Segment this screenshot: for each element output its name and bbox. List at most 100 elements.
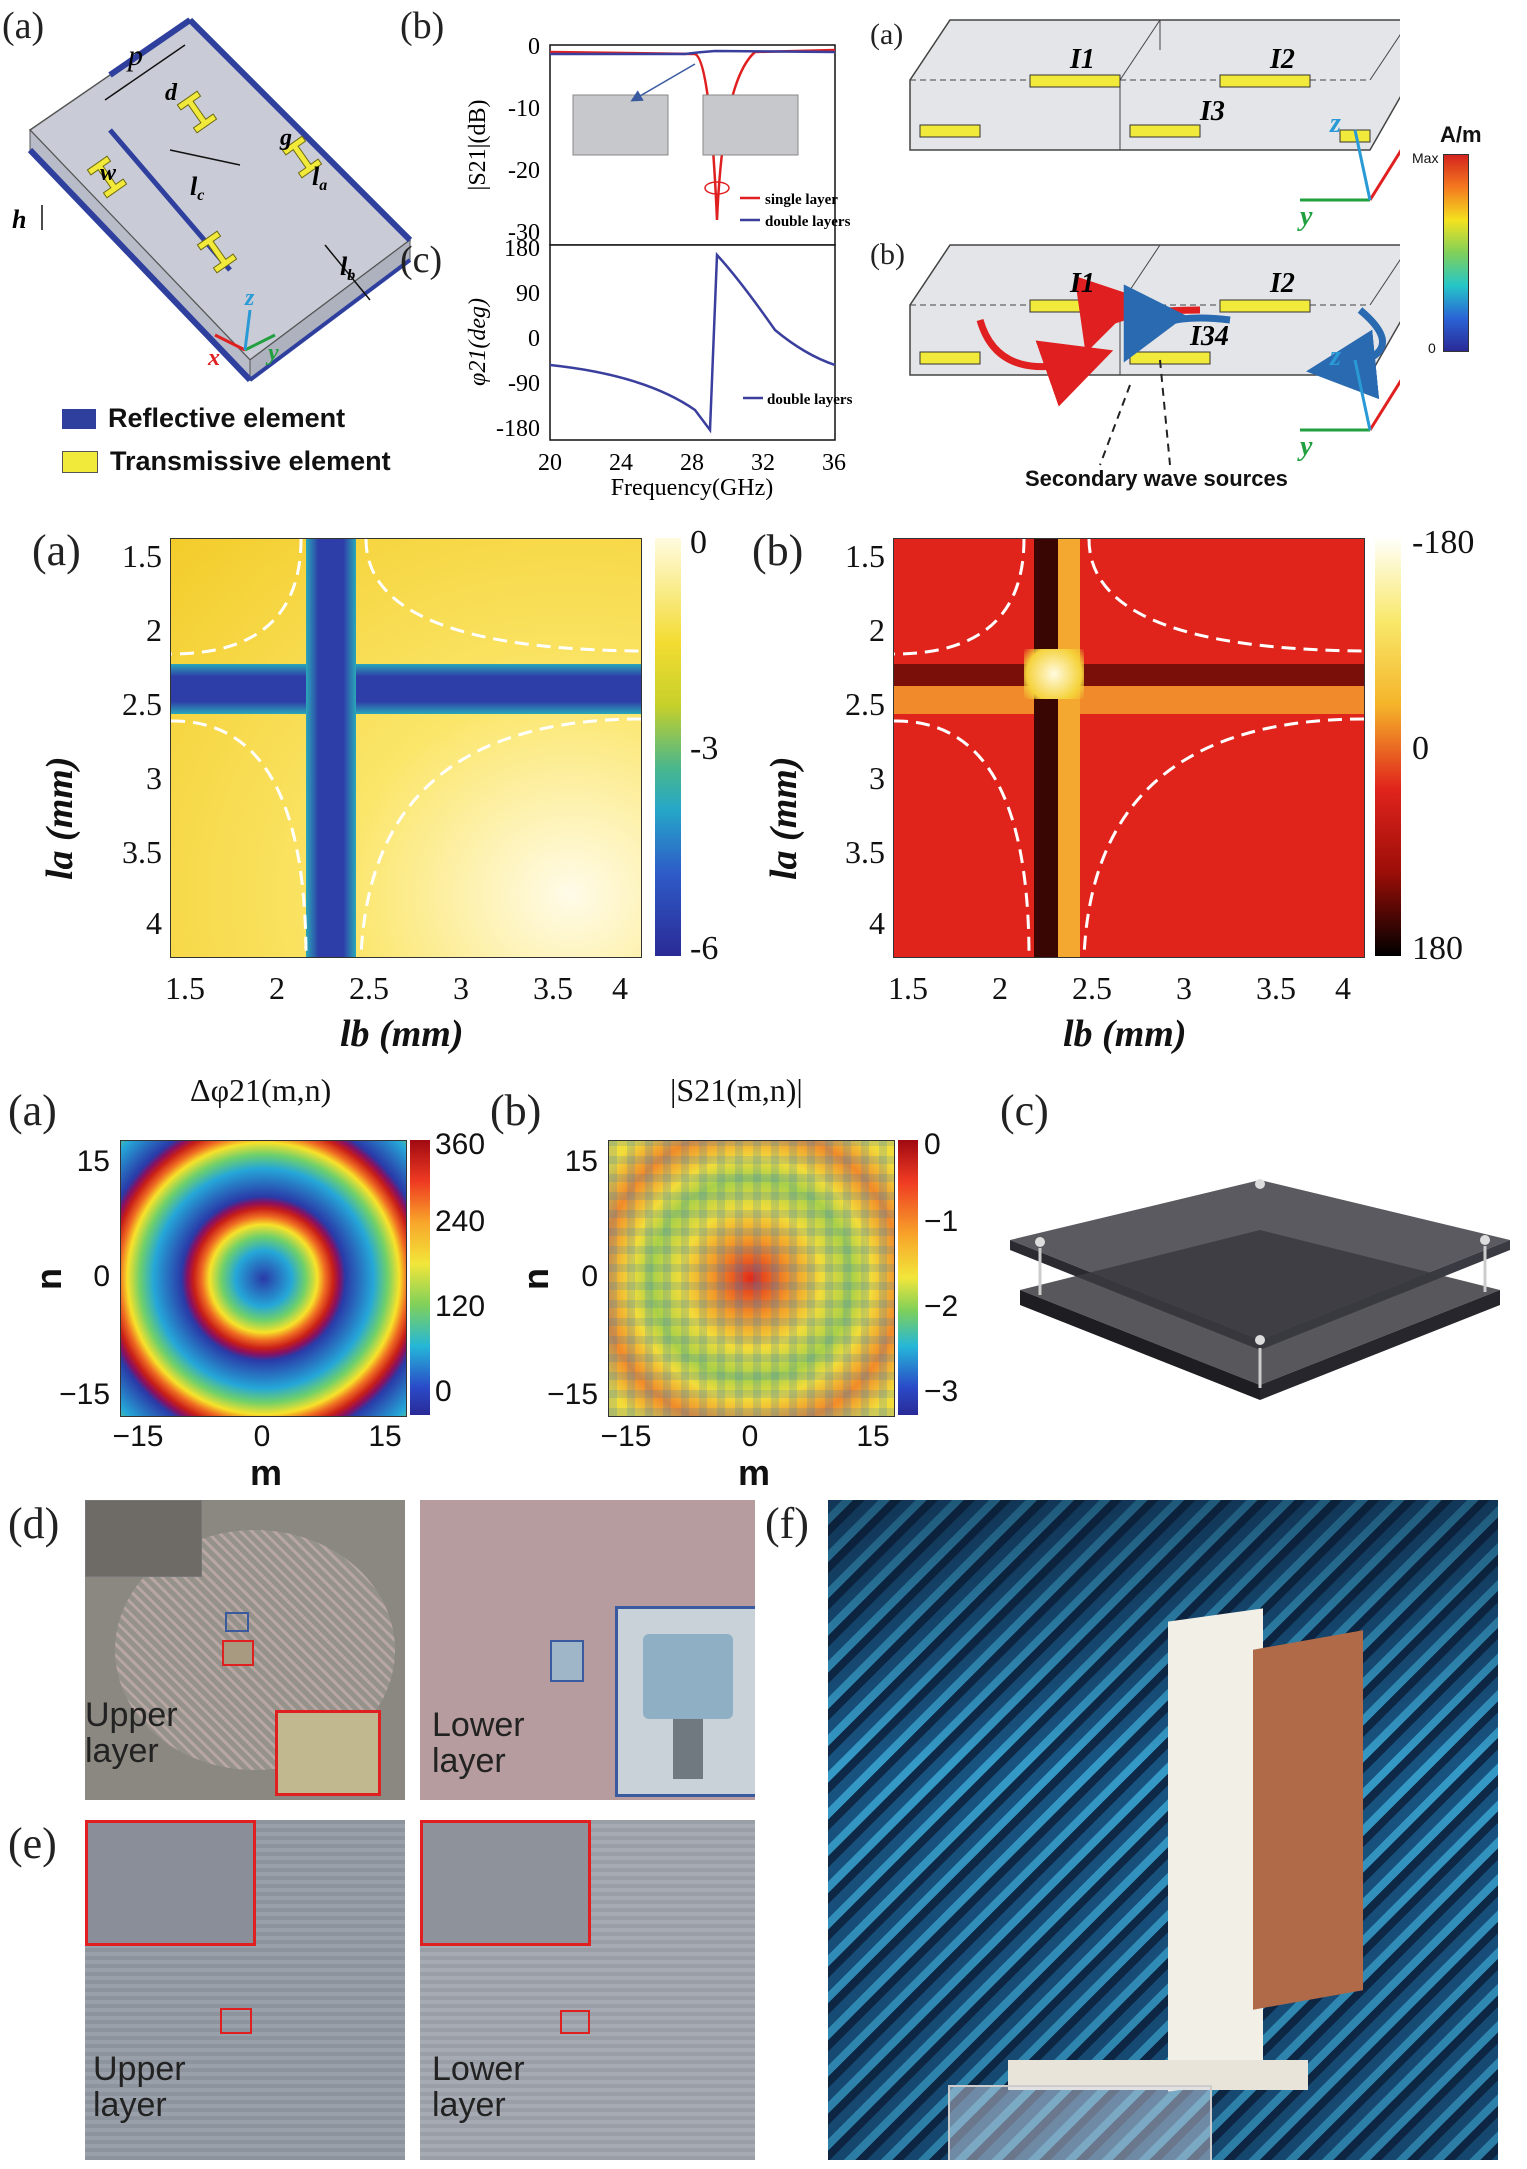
photo-f-antenna <box>1253 1630 1363 2010</box>
photo-e-upper: Upper layer <box>85 1820 405 2160</box>
phase-dist-ylabel: n <box>28 1268 69 1290</box>
current-a-axis-z: z <box>1329 108 1341 139</box>
current-panel-b-label: (b) <box>870 238 905 271</box>
phase-dist-title: Δφ21(m,n) <box>190 1072 332 1108</box>
phase-dist-xtick-2: 15 <box>368 1420 402 1453</box>
current-b-axis-z: z <box>1329 341 1341 372</box>
current-b-I34: I34 <box>1189 321 1229 352</box>
s21-legend-single: single layer <box>765 192 838 208</box>
photo-d-lower: Lower layer <box>420 1500 755 1800</box>
fig3-panel-e-label: (e) <box>8 1819 57 1868</box>
current-panel-a-label: (a) <box>870 18 904 51</box>
s21-ytick-3: -30 <box>508 220 540 246</box>
s21-plots: 0 -10 -20 -30 |S21|(dB) single layer dou… <box>465 34 853 500</box>
sweep-b-ytick-1: 2 <box>869 612 885 648</box>
sweep-a-ytick-3: 3 <box>146 760 162 796</box>
s21-ytick-1: -10 <box>508 96 540 122</box>
sweep-b-ytick-0: 1.5 <box>845 538 885 574</box>
dim-g: g <box>279 125 292 151</box>
sweep-b-xtick-3: 3 <box>1176 970 1192 1006</box>
mag-dist-cb-2: −2 <box>924 1290 959 1323</box>
svg-text:lc: lc <box>190 172 204 204</box>
sweep-a-xtick-3: 3 <box>453 970 469 1006</box>
dim-lc-sub: c <box>197 187 204 204</box>
sweep-a-xlabel: lb (mm) <box>340 1013 464 1055</box>
unit-cell-schematic: p d g lc la w h lb x y z <box>12 17 413 383</box>
dim-h: h <box>12 205 26 234</box>
s21-sweep-cb-2: -6 <box>690 930 719 967</box>
current-colorbar <box>1443 154 1469 352</box>
sweep-b-ytick-3: 3 <box>869 760 885 796</box>
current-a-axis-y: y <box>1297 201 1313 232</box>
s21-sweep-colorbar <box>655 538 681 956</box>
inset-double-layer <box>572 94 669 156</box>
photo-d-lower-label: Lower layer <box>432 1706 525 1780</box>
prototype-photo <box>1010 1179 1510 1400</box>
sweep-a-ytick-1: 2 <box>146 612 162 648</box>
sweep-b-xtick-2: 2.5 <box>1072 970 1112 1006</box>
mag-dist-cb-0: 0 <box>924 1128 941 1161</box>
phase-dist-map <box>120 1140 407 1417</box>
sweep-b-xlabel: lb (mm) <box>1063 1013 1187 1055</box>
photo-f-holder <box>1168 1608 1263 2092</box>
phase-dist-cb-3: 0 <box>435 1375 452 1408</box>
phase-sweep-map <box>893 538 1365 958</box>
current-distribution: I1 I2 I3 x y z I1 I2 I34 x y z <box>909 19 1400 466</box>
s21-sweep-cb-1: -3 <box>690 730 719 767</box>
sweep-b-ytick-2: 2.5 <box>845 686 885 722</box>
sweep-b-xtick-0: 1.5 <box>888 970 928 1006</box>
mag-dist-colorbar <box>898 1140 918 1415</box>
s21-sweep-cb-0: 0 <box>690 524 707 561</box>
fig3-panel-d-label: (d) <box>8 1499 60 1548</box>
sweep-a-xtick-5: 4 <box>612 970 628 1006</box>
phase-sweep-cb-2: 180 <box>1412 930 1463 967</box>
current-a-I1: I1 <box>1069 44 1095 75</box>
phase-dist-ytick-2: −15 <box>59 1378 110 1411</box>
legend-transmissive: Transmissive element <box>62 446 391 477</box>
sweep-a-ytick-0: 1.5 <box>122 538 162 574</box>
legend-swatch-transmissive <box>62 450 98 473</box>
photo-d-upper: Upper layer <box>85 1500 405 1800</box>
photo-f-chamber <box>828 1500 1498 2160</box>
phase-xtick-0: 20 <box>538 450 562 476</box>
dim-p: p <box>126 39 143 72</box>
photo-e-lower: Lower layer <box>420 1820 755 2160</box>
svg-text:la: la <box>312 162 327 194</box>
mag-dist-ytick-2: −15 <box>547 1378 598 1411</box>
current-colorbar-min: 0 <box>1428 340 1436 356</box>
current-a-I2: I2 <box>1269 44 1295 75</box>
mag-dist-ytick-0: 15 <box>564 1145 598 1178</box>
fig3-panel-a-label: (a) <box>8 1086 57 1135</box>
phase-dist-xlabel: m <box>250 1452 283 1493</box>
legend-swatch-reflective <box>62 408 96 429</box>
photo-e-upper-label: Upper layer <box>93 2050 186 2124</box>
fig1-panel-c-label: (c) <box>400 239 443 281</box>
phase-dist-colorbar <box>410 1140 430 1415</box>
axis-x: x <box>207 345 220 371</box>
mag-dist-xtick-0: −15 <box>600 1420 652 1453</box>
current-a-I3: I3 <box>1199 96 1225 127</box>
phase-ytick-2: 0 <box>528 326 540 352</box>
sweep-b-xtick-5: 4 <box>1335 970 1351 1006</box>
phase-ytick-3: -90 <box>508 371 540 397</box>
legend-reflective: Reflective element <box>62 403 345 434</box>
phase-xtick-2: 28 <box>680 450 704 476</box>
sweep-b-xtick-4: 3.5 <box>1256 970 1296 1006</box>
phase-dist-cb-0: 360 <box>435 1128 486 1161</box>
current-b-I1: I1 <box>1069 268 1095 299</box>
phase-ylabel: φ21(deg) <box>465 298 491 386</box>
sweep-a-ylabel: la (mm) <box>39 756 81 880</box>
phase-curve <box>549 251 836 434</box>
sweep-b-ytick-4: 3.5 <box>845 834 885 870</box>
sweep-a-xtick-2: 2.5 <box>349 970 389 1006</box>
dim-lb: l <box>340 252 348 281</box>
phase-dist-xtick-1: 0 <box>253 1420 271 1453</box>
phase-xtick-3: 32 <box>751 450 775 476</box>
fig2-panel-b-label: (b) <box>752 526 804 575</box>
dim-lc: l <box>190 172 198 201</box>
fig3-panel-f-label: (f) <box>765 1499 809 1548</box>
mag-dist-xtick-1: 0 <box>741 1420 759 1453</box>
dim-la-sub: a <box>319 177 327 194</box>
sweep-a-xtick-4: 3.5 <box>533 970 573 1006</box>
s21-double-curve <box>550 49 836 56</box>
